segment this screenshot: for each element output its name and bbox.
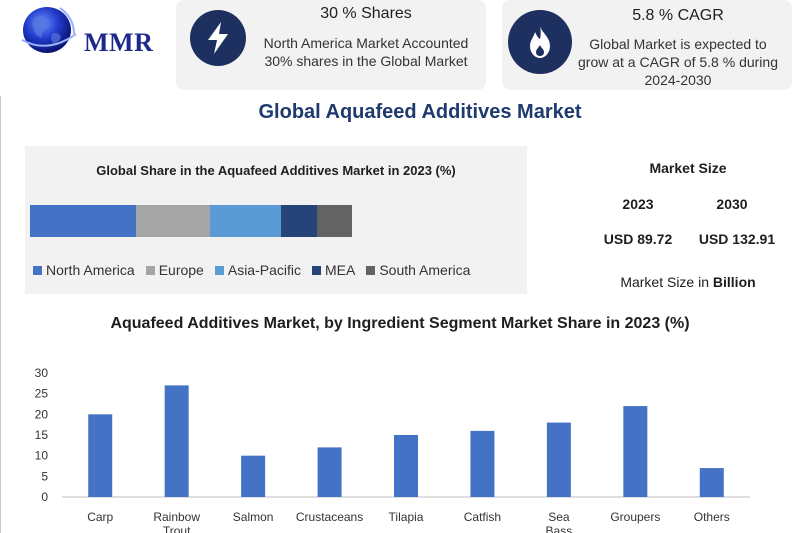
bar-tilapia: [394, 435, 418, 497]
mmr-logo: MMR: [14, 0, 174, 62]
bar-carp: [88, 414, 113, 497]
market-size-heading: Market Size: [649, 160, 727, 176]
y-tick-label: 20: [35, 407, 49, 421]
legend-label: Europe: [158, 262, 204, 278]
legend-swatch: [366, 265, 376, 275]
legend-item: Asia-Pacific: [214, 262, 301, 278]
bar-crustaceans: [317, 447, 342, 497]
stack-segment-south-america: [316, 205, 352, 237]
x-tick-label: Others: [694, 510, 730, 524]
page-left-border: [0, 96, 1, 533]
stat-card-text: North America Market Accounted 30% share…: [263, 35, 469, 69]
stack-segment-north-america: [30, 205, 137, 237]
bar-salmon: [241, 455, 266, 497]
market-size-value-2023: USD 89.72: [603, 231, 673, 247]
x-tick-label: Bass: [546, 524, 573, 533]
y-tick-label: 10: [35, 449, 49, 463]
legend-label: Asia-Pacific: [227, 262, 301, 278]
x-tick-label: Catfish: [464, 510, 501, 524]
x-tick-label: Carp: [87, 510, 113, 524]
legend-label: MEA: [325, 262, 356, 278]
legend-item: MEA: [312, 262, 355, 278]
y-tick-label: 15: [35, 428, 49, 442]
legend-swatch: [312, 265, 321, 275]
stacked-share-bar: [30, 205, 352, 237]
x-tick-label: Groupers: [610, 510, 660, 524]
bar-rainbow-trout: [164, 385, 189, 497]
bar-chart-title: Aquafeed Additives Market, by Ingredient…: [110, 315, 690, 332]
x-tick-label: Tilapia: [389, 510, 424, 524]
x-tick-label: Crustaceans: [296, 510, 363, 524]
globe-icon: [21, 7, 77, 53]
stat-card-title: 5.8 % CAGR: [632, 7, 724, 24]
bar-sea-bass: [546, 422, 571, 497]
y-tick-label: 5: [41, 469, 48, 483]
unit-note-unit: Billion: [712, 274, 756, 290]
market-size-value-2030: USD 132.91: [698, 231, 776, 247]
y-tick-label: 0: [41, 490, 48, 504]
stack-segment-mea: [281, 205, 317, 237]
y-tick-label: 25: [35, 387, 49, 401]
legend-swatch: [33, 265, 42, 275]
lightning-bolt-icon: [190, 10, 246, 66]
chart-title: Global Share in the Aquafeed Additives M…: [96, 163, 456, 178]
page-title: Global Aquafeed Additives Market: [258, 101, 582, 123]
legend-swatch: [145, 265, 155, 275]
bar-groupers: [623, 406, 648, 497]
flame-icon: [508, 10, 572, 74]
x-tick-label: Rainbow: [153, 510, 200, 524]
regional-share-panel: Global Share in the Aquafeed Additives M…: [25, 146, 527, 294]
bar-others: [699, 468, 724, 497]
market-size-year-2030: 2030: [716, 196, 748, 212]
legend-label: North America: [46, 262, 135, 278]
legend-swatch: [214, 265, 224, 275]
legend-item: South America: [366, 262, 470, 278]
x-tick-label: Salmon: [233, 510, 274, 524]
market-size-year-2023: 2023: [622, 196, 654, 212]
x-tick-label: Sea: [548, 510, 570, 524]
market-size-unit-note: Market Size in Billion: [600, 274, 776, 290]
legend-item: North America: [33, 262, 135, 278]
stack-segment-asia-pacific: [210, 205, 282, 237]
stat-card-title: 30 % Shares: [320, 5, 412, 22]
y-tick-label: 30: [35, 366, 49, 380]
stack-segment-europe: [136, 205, 211, 237]
stat-card-text: Global Market is expected to grow at a C…: [578, 36, 778, 88]
legend-item: Europe: [145, 262, 204, 278]
legend-label: South America: [379, 262, 471, 278]
bar-catfish: [470, 430, 495, 497]
stat-card-shares: 30 % Shares North America Market Account…: [176, 0, 486, 90]
stat-card-cagr: 5.8 % CAGR Global Market is expected to …: [502, 0, 792, 90]
x-tick-label: Trout: [163, 524, 191, 533]
logo-text: MMR: [84, 28, 154, 57]
chart-legend: North America Europe Asia-Pacific MEA South …: [33, 262, 470, 278]
unit-note-prefix: Market Size in: [620, 274, 710, 290]
